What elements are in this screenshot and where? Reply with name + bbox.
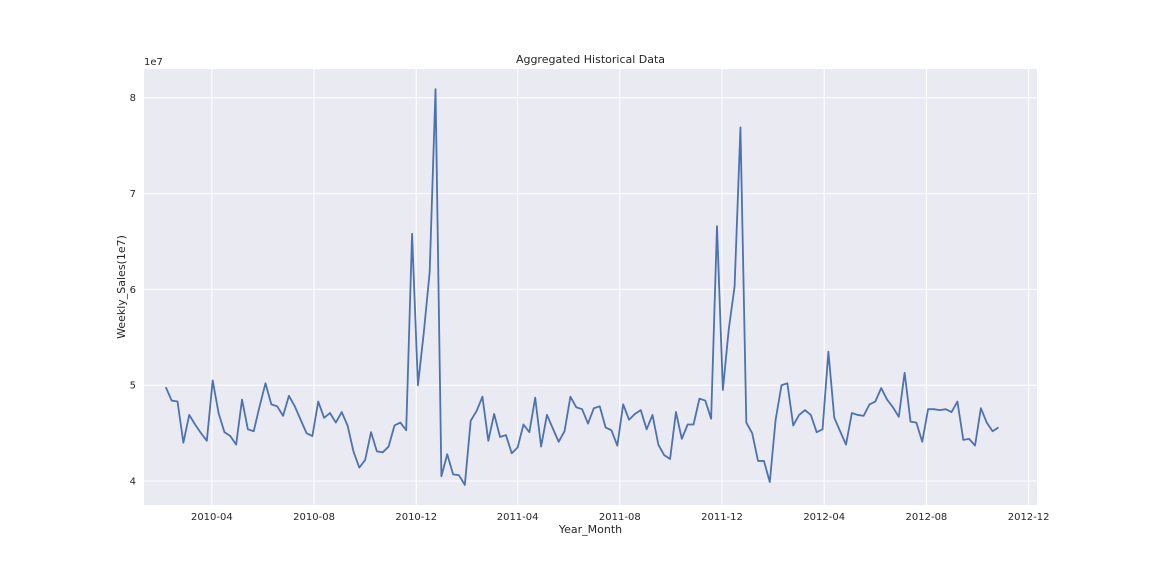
x-tick-label: 2010-04 <box>191 512 233 523</box>
plot-background <box>144 69 1037 505</box>
x-axis-label: Year_Month <box>558 523 622 536</box>
y-tick-label: 7 <box>130 189 136 200</box>
y-gridlines <box>144 97 1037 482</box>
x-tick-label: 2011-08 <box>599 512 641 523</box>
x-tick-label: 2011-04 <box>497 512 539 523</box>
weekly-sales-series-line <box>164 88 999 486</box>
x-tick-label: 2011-12 <box>701 512 743 523</box>
x-tick-label: 2010-12 <box>395 512 437 523</box>
y-tick-label: 5 <box>130 381 136 392</box>
x-tick-label: 2010-08 <box>293 512 335 523</box>
y-tick-label: 4 <box>130 477 136 488</box>
x-tick-label: 2012-04 <box>803 512 845 523</box>
y-axis-offset-text: 1e7 <box>144 57 163 68</box>
chart-title: Aggregated Historical Data <box>516 53 665 66</box>
y-tick-labels: 4 5 6 7 8 <box>130 93 136 487</box>
x-tick-label: 2012-12 <box>1008 512 1050 523</box>
x-tick-labels: 2010-04 2010-08 2010-12 2011-04 2011-08 2011-… <box>191 512 1050 523</box>
y-axis-label: Weekly_Sales(1e7) <box>115 235 128 339</box>
x-tick-label: 2012-08 <box>906 512 948 523</box>
y-tick-label: 6 <box>130 285 136 296</box>
y-tick-label: 8 <box>130 93 136 104</box>
x-gridlines <box>211 69 1030 505</box>
